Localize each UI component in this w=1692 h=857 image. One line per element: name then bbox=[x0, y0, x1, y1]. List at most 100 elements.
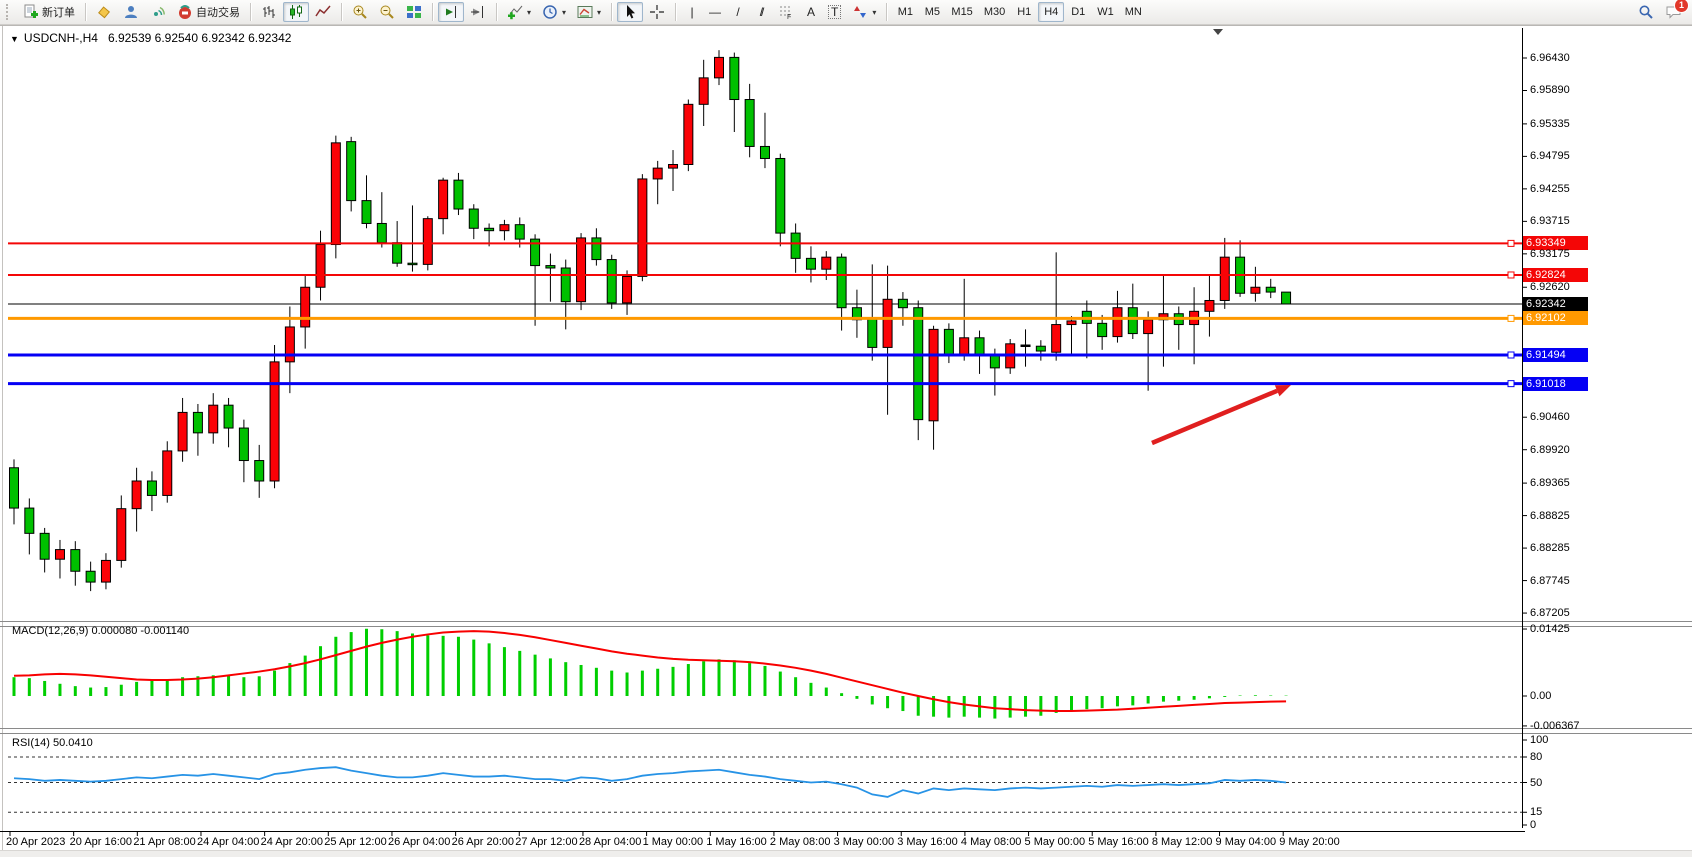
crosshair-icon bbox=[650, 5, 665, 19]
new-order-button[interactable]: 新订单 bbox=[18, 2, 80, 22]
candle bbox=[238, 427, 249, 462]
candlestick-chart-icon bbox=[290, 5, 302, 19]
timeframe-mn-button[interactable]: MN bbox=[1120, 2, 1147, 22]
rsi-indicator-label: RSI(14) 50.0410 bbox=[12, 737, 93, 749]
timeframe-m30-button[interactable]: M30 bbox=[979, 2, 1010, 22]
periods-button[interactable]: ▾ bbox=[537, 2, 571, 22]
price-level-label: 6.92102 bbox=[1523, 311, 1588, 326]
time-tick-label: 5 May 00:00 bbox=[1024, 836, 1086, 848]
timeframe-h1-button[interactable]: H1 bbox=[1011, 2, 1037, 22]
timeframe-group: M1 M5 M15 M30 H1 H4 D1 W1 MN bbox=[892, 2, 1146, 22]
equidistant-channel-button[interactable]: // bbox=[750, 2, 772, 22]
timeframe-m1-button[interactable]: M1 bbox=[892, 2, 918, 22]
auto-scroll-button[interactable] bbox=[438, 2, 464, 22]
vertical-line-button[interactable]: | bbox=[681, 2, 703, 22]
timeframe-m5-button[interactable]: M5 bbox=[919, 2, 945, 22]
chart-shift-button[interactable] bbox=[465, 2, 491, 22]
separator bbox=[250, 3, 251, 21]
window-left-edge bbox=[2, 26, 3, 857]
candle bbox=[254, 460, 265, 482]
crosshair-button[interactable] bbox=[644, 2, 670, 22]
candle bbox=[453, 179, 464, 210]
periods-dropdown-arrow[interactable]: ▾ bbox=[562, 7, 567, 17]
templates-dropdown-arrow[interactable]: ▾ bbox=[597, 7, 602, 17]
line-chart-button[interactable] bbox=[310, 2, 336, 22]
zoom-out-icon bbox=[380, 5, 394, 19]
candle bbox=[9, 467, 19, 509]
price-tick-label: 6.90460 bbox=[1530, 411, 1570, 424]
price-tick-label: 6.88285 bbox=[1530, 542, 1570, 555]
candle bbox=[744, 99, 755, 147]
price-level-label: 6.91494 bbox=[1523, 347, 1588, 362]
line-handle bbox=[1507, 314, 1515, 322]
indicators-dropdown-arrow[interactable]: ▾ bbox=[527, 7, 532, 17]
timeframe-h4-button[interactable]: H4 bbox=[1038, 2, 1065, 22]
horizontal-line-button[interactable]: — bbox=[704, 2, 726, 22]
timeframe-w1-button[interactable]: W1 bbox=[1092, 2, 1119, 22]
new-order-icon bbox=[24, 4, 38, 18]
macd-tick-label: 0.00 bbox=[1530, 690, 1552, 702]
candle bbox=[514, 224, 525, 240]
toolbar-grip[interactable] bbox=[6, 4, 13, 20]
window-bottom-edge bbox=[0, 850, 1692, 857]
text-label-button[interactable]: T bbox=[823, 2, 846, 22]
macd-indicator-label: MACD(12,26,9) 0.000080 -0.001140 bbox=[12, 625, 189, 637]
candle bbox=[1265, 286, 1276, 293]
clock-icon bbox=[543, 5, 557, 19]
time-tick-label: 28 Apr 04:00 bbox=[578, 836, 642, 848]
price-tick-label: 6.95335 bbox=[1530, 117, 1570, 130]
metaeditor-icon bbox=[98, 6, 111, 19]
candle bbox=[192, 411, 203, 434]
chart-canvas[interactable] bbox=[0, 26, 1692, 857]
zoom-in-button[interactable] bbox=[347, 2, 373, 22]
tile-windows-button[interactable] bbox=[401, 2, 427, 22]
metaeditor-button[interactable] bbox=[91, 2, 117, 22]
fibonacci-icon: F bbox=[780, 6, 793, 20]
templates-button[interactable]: ▾ bbox=[572, 2, 606, 22]
chat-button[interactable]: 1 bbox=[1665, 0, 1688, 20]
candle bbox=[576, 237, 587, 303]
rsi-tick-label: 100 bbox=[1530, 734, 1549, 746]
price-level-label: 6.92824 bbox=[1523, 267, 1588, 282]
search-icon bbox=[1639, 5, 1653, 19]
signals-button[interactable] bbox=[145, 2, 171, 22]
candle bbox=[882, 298, 893, 348]
candle bbox=[484, 227, 495, 232]
candle bbox=[775, 157, 786, 234]
zoom-out-button[interactable] bbox=[374, 2, 400, 22]
trendline-icon: / bbox=[736, 5, 740, 19]
candle bbox=[223, 404, 234, 429]
text-button[interactable]: A bbox=[800, 2, 822, 22]
price-tick-label: 6.88825 bbox=[1530, 509, 1570, 522]
chart-title[interactable]: ▼ USDCNH-,H4 6.92539 6.92540 6.92342 6.923… bbox=[10, 31, 291, 45]
candle bbox=[100, 559, 111, 583]
timeframe-d1-button[interactable]: D1 bbox=[1065, 2, 1091, 22]
candle bbox=[330, 142, 341, 246]
chart-title-collapse-icon[interactable]: ▼ bbox=[10, 34, 19, 44]
bar-chart-icon bbox=[263, 6, 275, 18]
search-button[interactable] bbox=[1633, 2, 1659, 22]
trendline-button[interactable]: / bbox=[727, 2, 749, 22]
chart-symbol-period: USDCNH-,H4 bbox=[23, 31, 98, 45]
candles-layer bbox=[9, 50, 1292, 592]
indicators-button[interactable]: ▾ bbox=[502, 2, 536, 22]
candle bbox=[1097, 322, 1108, 338]
rsi-tick-label: 50 bbox=[1530, 776, 1543, 789]
candle bbox=[668, 164, 679, 169]
arrows-button[interactable]: ▾ bbox=[847, 2, 881, 22]
time-tick-label: 8 May 12:00 bbox=[1151, 836, 1213, 848]
profile-button[interactable] bbox=[118, 2, 144, 22]
bar-chart-button[interactable] bbox=[256, 2, 282, 22]
candlestick-chart-button[interactable] bbox=[283, 2, 309, 22]
candle bbox=[208, 404, 219, 434]
macd-signal-line bbox=[13, 630, 1287, 713]
fibonacci-button[interactable]: F bbox=[773, 2, 799, 22]
autotrading-button[interactable]: 自动交易 bbox=[172, 2, 245, 22]
price-tick-label: 6.95890 bbox=[1530, 84, 1570, 97]
cursor-button[interactable] bbox=[617, 2, 644, 22]
arrows-dropdown-arrow[interactable]: ▾ bbox=[872, 7, 877, 17]
timeframe-m15-button[interactable]: M15 bbox=[946, 2, 977, 22]
candle bbox=[39, 532, 50, 560]
time-tick-label: 3 May 00:00 bbox=[833, 836, 895, 848]
rsi-value: 50.0410 bbox=[52, 737, 93, 749]
